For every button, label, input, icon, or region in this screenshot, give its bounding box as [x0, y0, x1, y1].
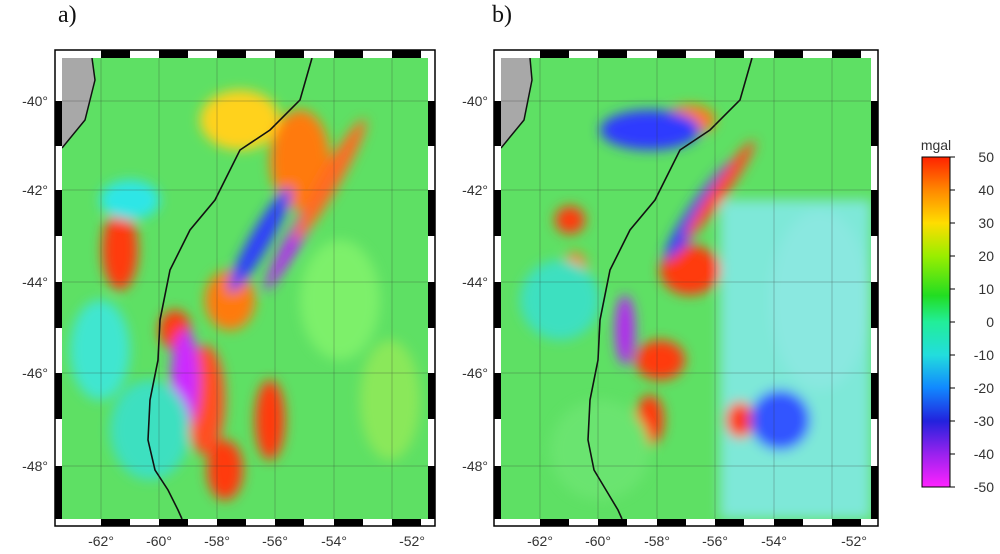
colorbar-tick-label: -20 — [974, 380, 994, 396]
panel-b-gridlines — [501, 58, 871, 519]
lat-tick-label: -44° — [22, 274, 48, 290]
lon-tick-label: -52° — [841, 533, 867, 549]
lon-tick-label: -56° — [702, 533, 728, 549]
colorbar: mgal 50 40 30 20 10 0 -10 -20 -30 -40 -50 — [921, 137, 994, 495]
lat-tick-label: -48° — [22, 458, 48, 474]
colorbar-tick-label: 30 — [978, 215, 994, 231]
lon-tick-label: -60° — [146, 533, 172, 549]
panel-a-gridlines — [62, 58, 428, 519]
panel-label-a: a) — [58, 2, 77, 28]
panel-a-lat-labels: -40° -42° -44° -46° -48° — [22, 93, 48, 474]
colorbar-tick-label: 50 — [978, 149, 994, 165]
panel-b-lon-labels: -62° -60° -58° -56° -54° -52° — [527, 533, 867, 549]
lat-tick-label: -40° — [22, 93, 48, 109]
lat-tick-label: -42° — [22, 182, 48, 198]
colorbar-tick-label: 40 — [978, 182, 994, 198]
panel-b-lat-labels: -40° -42° -44° -46° -48° — [462, 93, 488, 474]
lon-tick-label: -60° — [585, 533, 611, 549]
lon-tick-label: -58° — [204, 533, 230, 549]
panel-b-frame-ticks — [494, 50, 878, 526]
lat-tick-label: -48° — [462, 458, 488, 474]
lon-tick-label: -54° — [321, 533, 347, 549]
lon-tick-label: -52° — [399, 533, 425, 549]
colorbar-tick-label: -30 — [974, 413, 994, 429]
lon-tick-label: -62° — [527, 533, 553, 549]
colorbar-ticks: 50 40 30 20 10 0 -10 -20 -30 -40 -50 — [950, 149, 994, 495]
panel-a-map: -40° -42° -44° -46° -48° -62° -60° -58° … — [22, 49, 436, 549]
colorbar-unit: mgal — [921, 137, 951, 153]
lon-tick-label: -62° — [88, 533, 114, 549]
colorbar-tick-label: 10 — [978, 281, 994, 297]
panel-label-b: b) — [492, 2, 512, 28]
lat-tick-label: -46° — [462, 365, 488, 381]
colorbar-tick-label: -50 — [974, 479, 994, 495]
colorbar-tick-label: 20 — [978, 248, 994, 264]
lon-tick-label: -58° — [644, 533, 670, 549]
lon-tick-label: -54° — [761, 533, 787, 549]
lat-tick-label: -46° — [22, 365, 48, 381]
panel-b-map: -40° -42° -44° -46° -48° -62° -60° -58° … — [462, 49, 879, 549]
lat-tick-label: -42° — [462, 182, 488, 198]
colorbar-tick-label: -40 — [974, 446, 994, 462]
panel-a-frame-ticks — [55, 50, 435, 526]
lat-tick-label: -40° — [462, 93, 488, 109]
lon-tick-label: -56° — [262, 533, 288, 549]
panel-a-lon-labels: -62° -60° -58° -56° -54° -52° — [88, 533, 425, 549]
lat-tick-label: -44° — [462, 274, 488, 290]
colorbar-tick-label: 0 — [986, 314, 994, 330]
colorbar-tick-label: -10 — [974, 347, 994, 363]
